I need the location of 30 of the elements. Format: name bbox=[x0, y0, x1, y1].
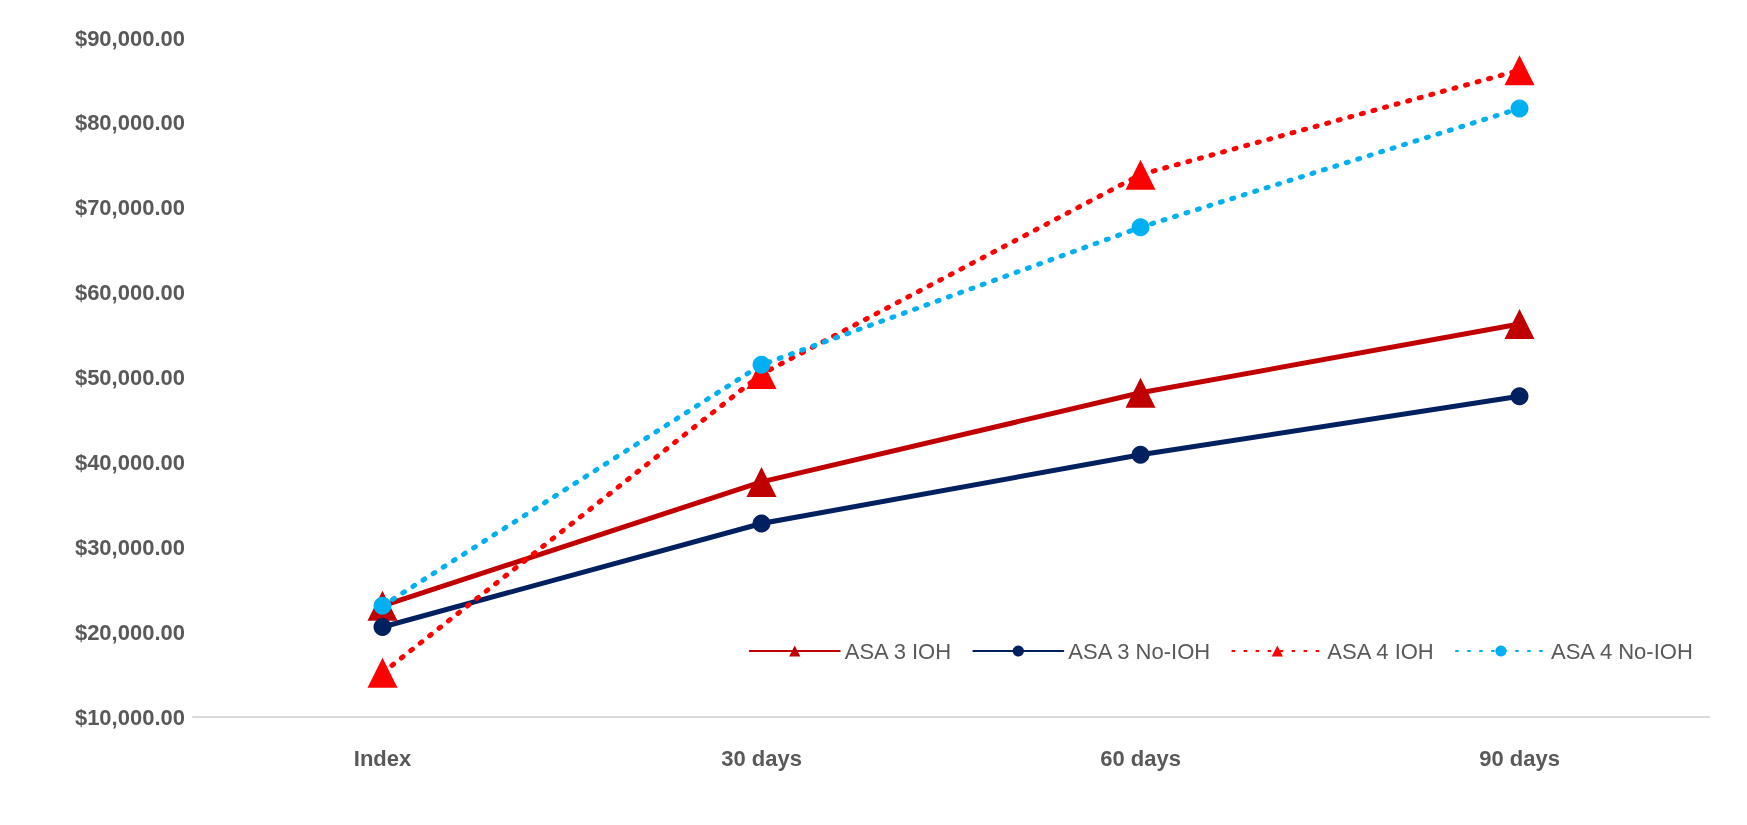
point bbox=[1504, 55, 1535, 86]
point bbox=[1510, 99, 1529, 118]
point bbox=[746, 466, 777, 497]
legend-label: ASA 3 No-IOH bbox=[1068, 638, 1211, 664]
y-tick-label: $80,000.00 bbox=[74, 110, 185, 136]
x-tick-label: 90 days bbox=[1479, 745, 1560, 771]
legend-label: ASA 3 IOH bbox=[844, 638, 952, 664]
y-tick-label: $70,000.00 bbox=[74, 195, 185, 221]
y-tick-label: $60,000.00 bbox=[74, 280, 185, 306]
point bbox=[1125, 377, 1156, 408]
y-tick-label: $40,000.00 bbox=[74, 449, 185, 475]
legend-label: ASA 4 No-IOH bbox=[1550, 638, 1693, 664]
point bbox=[1131, 445, 1150, 464]
point bbox=[1125, 159, 1156, 190]
y-tick-label: $90,000.00 bbox=[74, 25, 185, 51]
legend-label: ASA 4 IOH bbox=[1327, 638, 1434, 664]
point bbox=[1504, 309, 1535, 340]
point bbox=[1510, 387, 1529, 406]
point bbox=[367, 657, 398, 688]
y-tick-label: $10,000.00 bbox=[74, 704, 185, 730]
point bbox=[752, 514, 771, 533]
y-tick-label: $20,000.00 bbox=[74, 619, 185, 645]
point bbox=[373, 618, 392, 637]
x-tick-label: Index bbox=[353, 745, 412, 771]
y-tick-label: $30,000.00 bbox=[74, 534, 185, 560]
point bbox=[1131, 218, 1150, 237]
point bbox=[752, 355, 771, 374]
y-tick-label: $50,000.00 bbox=[74, 365, 185, 390]
x-tick-label: 30 days bbox=[721, 745, 802, 771]
x-tick-label: 60 days bbox=[1100, 745, 1181, 771]
